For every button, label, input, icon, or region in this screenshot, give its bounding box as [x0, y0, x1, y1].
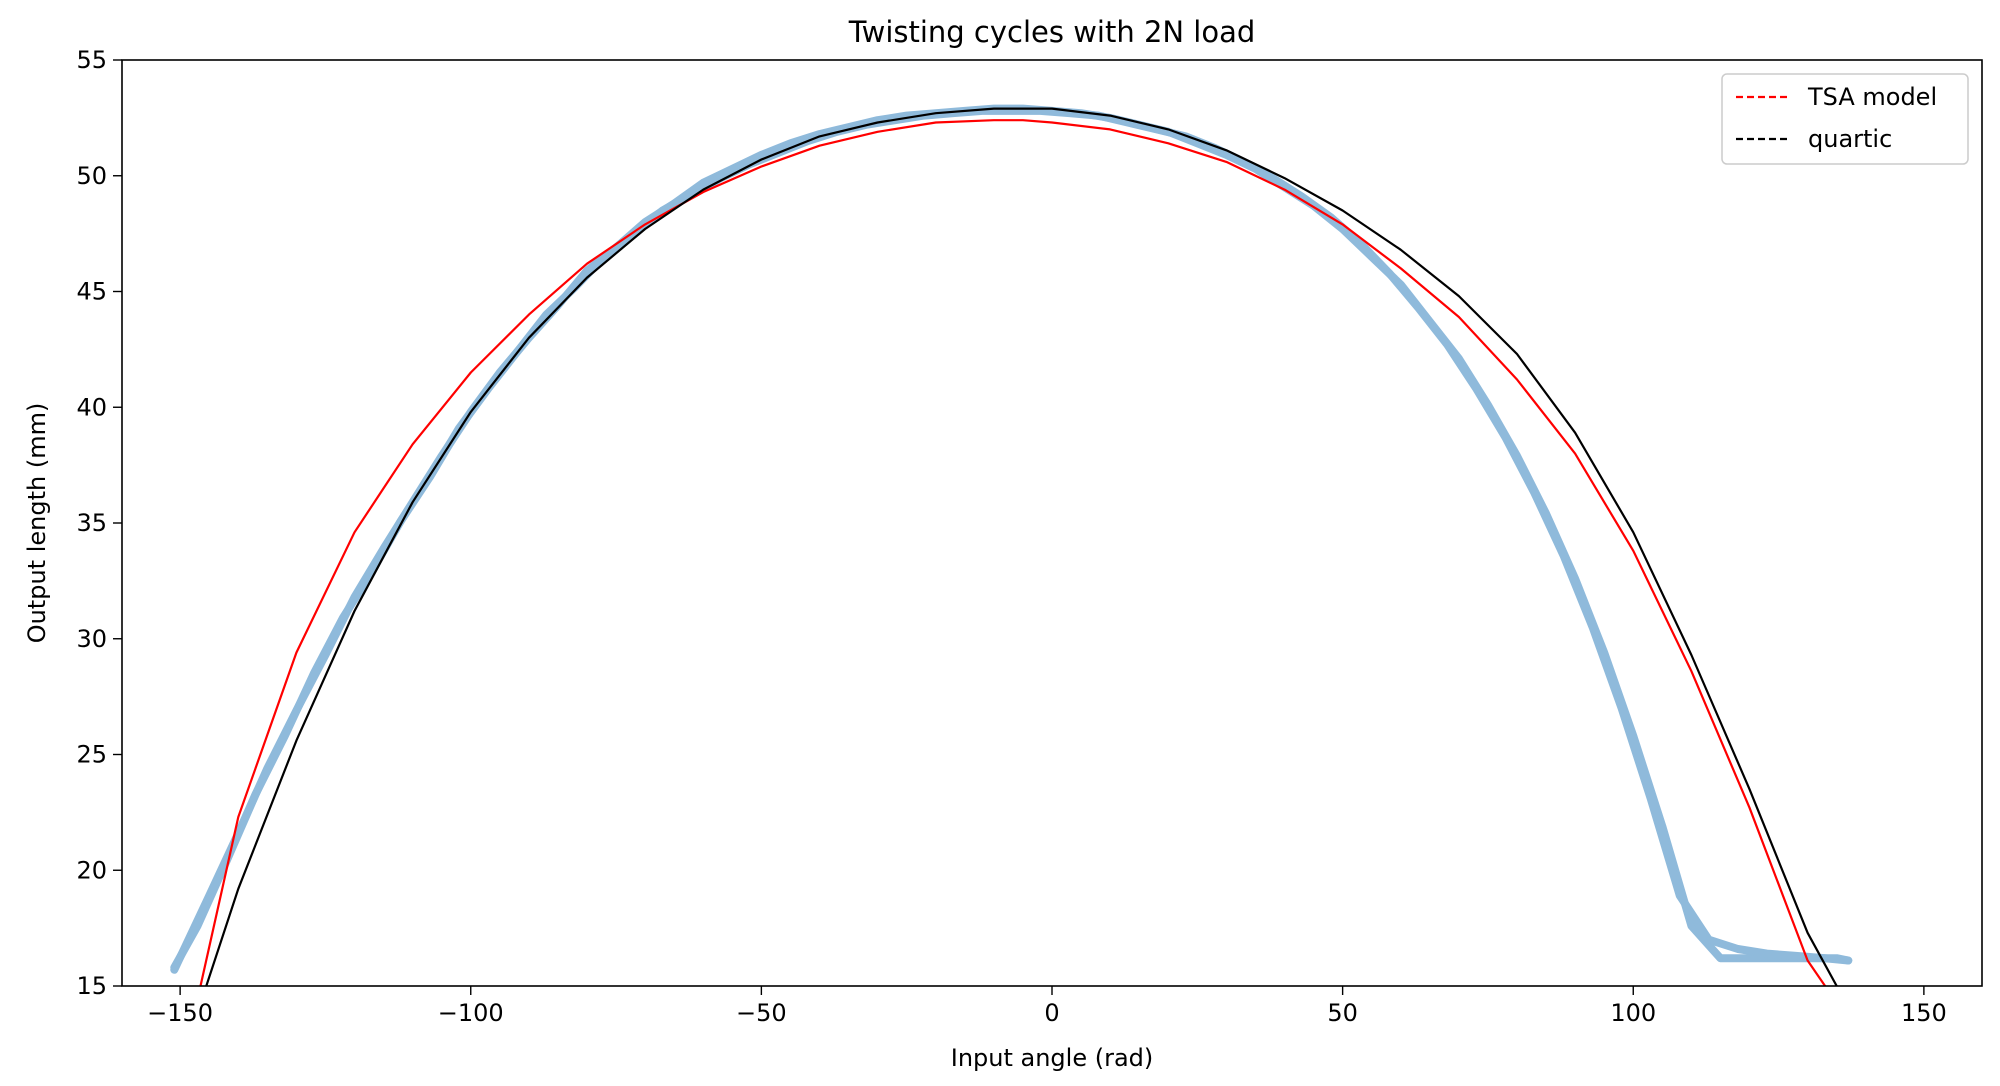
- x-tick-label: 100: [1610, 999, 1656, 1027]
- y-tick-label: 20: [76, 856, 107, 884]
- y-tick-label: 35: [76, 509, 107, 537]
- y-tick-label: 45: [76, 278, 107, 306]
- x-tick-label: 150: [1901, 999, 1947, 1027]
- x-axis: −150 −100 −50 0 50 100 150: [147, 986, 1947, 1027]
- x-tick-label: 0: [1044, 999, 1059, 1027]
- x-tick-label: −100: [438, 999, 504, 1027]
- legend-label-quartic: quartic: [1808, 125, 1892, 153]
- x-tick-label: −150: [147, 999, 213, 1027]
- y-axis: 15 20 25 30 35 40 45 50 55: [76, 46, 122, 1000]
- y-tick-label: 55: [76, 46, 107, 74]
- y-tick-label: 15: [76, 972, 107, 1000]
- y-tick-label: 30: [76, 625, 107, 653]
- y-tick-label: 25: [76, 741, 107, 769]
- measured-cycle-line-0: [170, 104, 1853, 974]
- tsa-model-curve: [199, 119, 1827, 986]
- y-axis-label: Output length (mm): [23, 403, 51, 644]
- chart-title: Twisting cycles with 2N load: [848, 15, 1256, 49]
- quartic-curve: [205, 107, 1838, 986]
- x-tick-label: −50: [736, 999, 787, 1027]
- legend-label-tsa: TSA model: [1807, 83, 1937, 111]
- measured-cycle-line-1: [170, 106, 1853, 972]
- y-tick-label: 50: [76, 162, 107, 190]
- x-axis-label: Input angle (rad): [951, 1044, 1154, 1072]
- x-tick-label: 50: [1327, 999, 1358, 1027]
- y-tick-label: 40: [76, 393, 107, 421]
- plot-series-layer: [170, 104, 1853, 986]
- legend: TSA model quartic: [1721, 73, 1969, 165]
